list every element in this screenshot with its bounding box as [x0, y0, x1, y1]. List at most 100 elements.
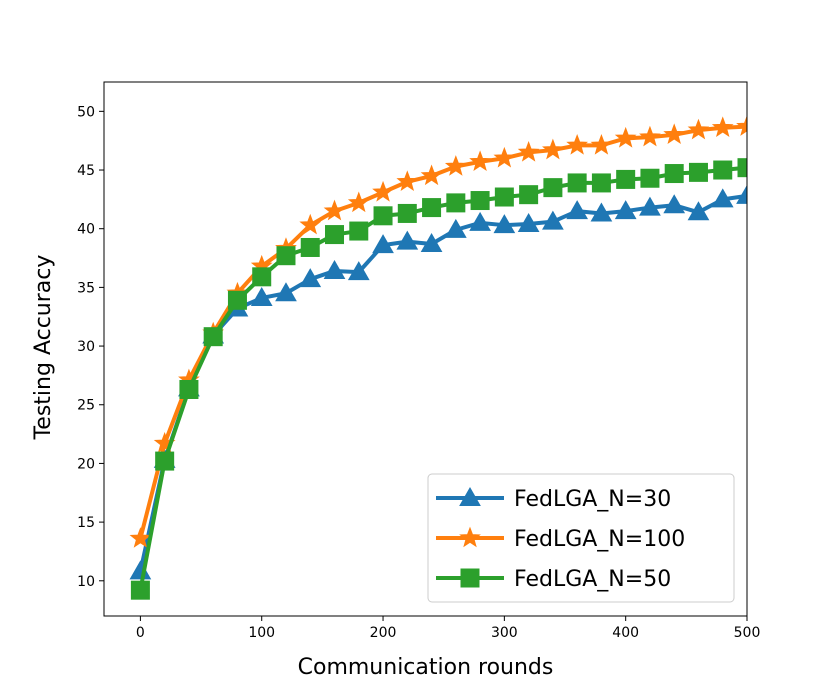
x-tick-label: 500 [734, 625, 761, 641]
data-point [736, 115, 747, 136]
data-point [323, 259, 346, 279]
data-point [469, 150, 491, 172]
data-point [663, 194, 686, 214]
data-point [227, 290, 247, 310]
data-point [276, 246, 296, 266]
y-tick-label: 50 [77, 104, 95, 120]
data-point [396, 230, 419, 250]
data-point [420, 164, 443, 186]
data-point [543, 178, 563, 198]
data-point [250, 286, 273, 306]
series-star [129, 115, 747, 548]
data-point [129, 527, 152, 548]
data-point [203, 327, 223, 347]
data-point [493, 214, 516, 234]
y-tick-label: 35 [77, 280, 95, 296]
x-tick-label: 200 [370, 625, 397, 641]
legend-item: FedLGA_N=30 [436, 486, 671, 512]
data-point [444, 218, 467, 238]
data-point [688, 162, 708, 182]
data-point [590, 202, 613, 222]
data-point [422, 198, 442, 218]
data-point [664, 164, 684, 184]
legend-item: FedLGA_N=50 [436, 567, 671, 592]
data-point [347, 191, 370, 213]
legend-marker [459, 486, 481, 506]
data-point [397, 203, 417, 223]
legend: FedLGA_N=30 FedLGA_N=100 FedLGA_N=50 [427, 473, 735, 603]
data-point [737, 158, 747, 178]
legend-label: FedLGA_N=30 [514, 487, 671, 512]
y-axis-title: Testing Accuracy [31, 255, 56, 441]
data-point [252, 267, 272, 287]
x-tick-label: 0 [136, 625, 145, 641]
data-point [591, 173, 611, 193]
data-point [179, 379, 199, 399]
data-point [129, 560, 152, 580]
data-point [372, 234, 394, 254]
data-point [542, 138, 564, 160]
legend-label: FedLGA_N=50 [514, 567, 671, 592]
data-point [713, 160, 733, 180]
data-point [590, 133, 613, 155]
data-point [566, 133, 589, 155]
y-tick-label: 15 [77, 515, 95, 531]
data-point [372, 180, 394, 202]
data-point [493, 146, 516, 168]
data-point [494, 187, 514, 207]
legend-box [427, 473, 735, 603]
x-axis: 0 100 200 300 400 500 [136, 616, 760, 641]
data-point [444, 155, 467, 176]
y-axis: 10 15 20 25 30 35 40 45 50 [77, 104, 104, 590]
data-point [663, 123, 686, 145]
data-point [325, 225, 345, 245]
y-tick-label: 20 [77, 456, 95, 472]
data-point [155, 451, 175, 471]
data-point [517, 140, 540, 162]
data-point [300, 237, 320, 257]
data-point [420, 232, 443, 252]
data-point [616, 169, 636, 189]
data-point [614, 126, 637, 148]
legend-item: FedLGA_N=100 [436, 526, 685, 552]
data-point [130, 580, 150, 600]
y-tick-label: 45 [77, 163, 95, 179]
series-square [130, 158, 747, 600]
data-point [711, 188, 734, 208]
x-tick-label: 400 [612, 625, 639, 641]
data-point [299, 268, 322, 288]
data-point [373, 206, 393, 226]
data-point [639, 125, 661, 147]
data-point [736, 184, 747, 204]
data-point [687, 118, 710, 140]
legend-marker [459, 526, 481, 548]
data-point [639, 196, 661, 216]
data-point [299, 213, 322, 235]
data-point [640, 168, 660, 188]
data-point [275, 282, 297, 302]
data-point [567, 173, 587, 193]
plot-frame [103, 81, 748, 617]
x-tick-label: 300 [491, 625, 518, 641]
data-point [446, 193, 466, 213]
y-tick-label: 30 [77, 339, 95, 355]
x-tick-label: 100 [248, 625, 275, 641]
data-point [469, 211, 491, 231]
data-point [542, 210, 564, 230]
x-axis-title: Communication rounds [298, 655, 554, 680]
data-point [614, 200, 637, 220]
data-point [396, 170, 419, 192]
series-group [129, 115, 747, 600]
data-point [687, 201, 710, 221]
data-point [566, 200, 589, 220]
data-point [470, 191, 490, 211]
plot-content [129, 115, 747, 600]
data-point [517, 213, 540, 233]
data-point [711, 116, 734, 138]
data-point [323, 199, 346, 221]
data-point [349, 221, 369, 241]
y-tick-label: 25 [77, 398, 95, 414]
y-tick-label: 10 [77, 574, 95, 590]
legend-marker [460, 568, 480, 588]
